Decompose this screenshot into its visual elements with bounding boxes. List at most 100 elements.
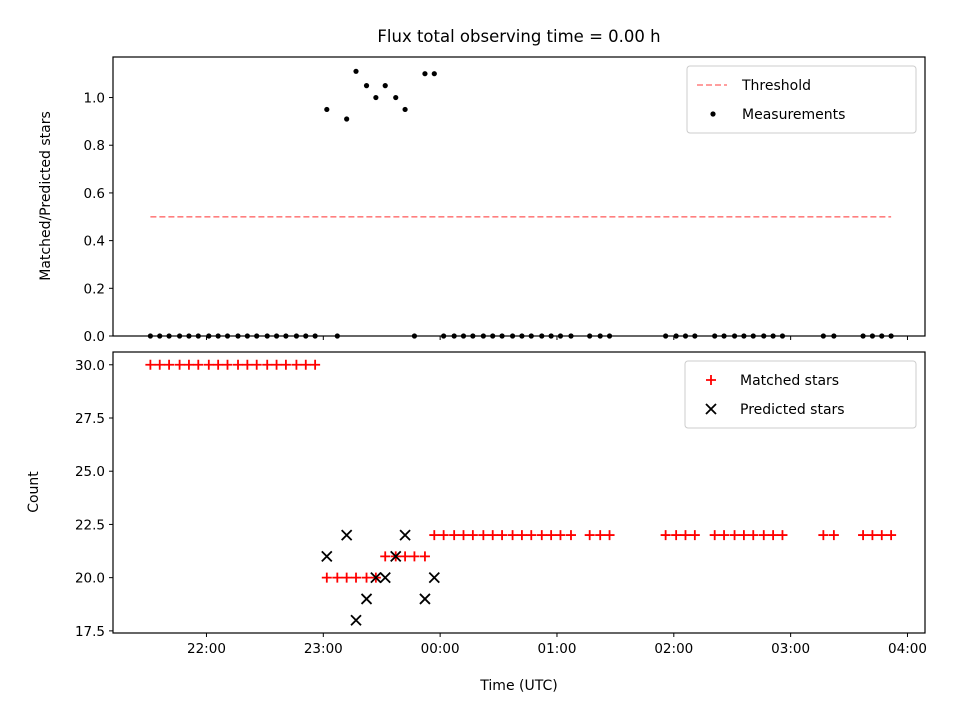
- bottom-legend-box: [684, 360, 917, 429]
- bottom-panel: Count Time (UTC) Matched stars Predicted …: [26, 351, 927, 694]
- measurement-point: [195, 333, 201, 339]
- measurement-point: [820, 333, 826, 339]
- measurement-point: [402, 106, 408, 113]
- legend-label: Threshold: [741, 78, 811, 94]
- measurement-point: [224, 333, 231, 339]
- matched-star-point: [251, 359, 262, 370]
- matched-star-point: [487, 530, 498, 541]
- measurement-point: [441, 333, 447, 339]
- figure-title: Flux total observing time = 0.00 h: [377, 27, 660, 46]
- matched-star-point: [429, 530, 440, 541]
- legend-label: Matched stars: [740, 373, 839, 389]
- matched-star-point: [203, 359, 214, 370]
- measurement-point: [587, 333, 593, 339]
- matched-star-point: [729, 530, 740, 541]
- measurement-point: [557, 333, 564, 339]
- matched-star-point: [595, 530, 606, 541]
- measurement-point: [499, 333, 505, 339]
- predicted-star-point: [321, 550, 333, 563]
- matched-star-point: [233, 359, 244, 370]
- x-tick-label: 02:00: [654, 641, 693, 657]
- top-y-tick-label: 0.6: [84, 186, 105, 202]
- matched-star-point: [758, 530, 769, 541]
- predicted-star-point: [428, 572, 440, 584]
- bottom-plot-area: [112, 351, 926, 634]
- measurement-point: [206, 333, 212, 339]
- matched-star-point: [193, 359, 204, 370]
- bottom-legend: Matched stars Predicted stars: [684, 360, 917, 429]
- measurement-point: [741, 333, 747, 339]
- measurement-point: [451, 333, 457, 339]
- measurement-point: [509, 333, 516, 339]
- matched-star-point: [565, 530, 576, 541]
- matched-star-point: [886, 530, 897, 541]
- measurement-point: [770, 333, 776, 339]
- matched-star-point: [380, 551, 391, 562]
- predicted-star-point: [370, 572, 382, 584]
- matched-star-point: [604, 530, 615, 541]
- matched-star-point: [777, 530, 788, 541]
- matched-star-point: [828, 530, 839, 541]
- measurement-point: [334, 333, 340, 339]
- matched-star-point: [555, 530, 566, 541]
- matched-star-point: [467, 530, 478, 541]
- measurement-point: [779, 333, 786, 339]
- matched-star-point: [280, 359, 291, 370]
- measurement-point: [393, 94, 399, 101]
- measurement-point: [663, 333, 669, 339]
- legend-label: Measurements: [742, 107, 845, 123]
- matched-star-point: [310, 359, 321, 370]
- measurement-point: [422, 71, 428, 77]
- bottom-y-tick-label: 25.0: [75, 464, 105, 480]
- measurement-point: [235, 333, 241, 339]
- matched-star-point: [507, 530, 518, 541]
- legend-predicted-swatch: [705, 403, 717, 415]
- matched-star-point: [748, 530, 759, 541]
- measurement-point: [353, 68, 359, 74]
- matched-star-point: [145, 359, 156, 370]
- measurement-point: [519, 333, 525, 339]
- matched-star-point: [271, 359, 282, 370]
- measurement-point: [597, 333, 603, 339]
- matched-star-point: [409, 551, 420, 562]
- matched-star-point: [400, 551, 411, 562]
- measurement-point: [264, 333, 270, 339]
- top-legend-box: [686, 65, 917, 134]
- matched-star-point: [449, 530, 460, 541]
- matched-star-point: [867, 530, 878, 541]
- bottom-y-tick-label: 22.5: [75, 517, 105, 533]
- matched-star-point: [546, 530, 557, 541]
- matched-star-point: [719, 530, 730, 541]
- matched-star-point: [222, 359, 233, 370]
- matched-star-point: [341, 572, 352, 583]
- x-axis-label: Time (UTC): [479, 678, 557, 694]
- matched-star-point: [709, 530, 720, 541]
- measurement-point: [312, 333, 318, 339]
- matched-star-point: [291, 359, 302, 370]
- predicted-star-point: [379, 572, 391, 584]
- matched-star-point: [876, 530, 887, 541]
- matched-star-point: [164, 359, 175, 370]
- matched-star-point: [478, 530, 489, 541]
- matched-star-point: [262, 359, 273, 370]
- top-legend: Threshold Measurements: [686, 65, 917, 134]
- matched-star-point: [332, 572, 343, 583]
- matched-star-point: [361, 572, 372, 583]
- measurement-point: [673, 333, 679, 339]
- measurement-point: [692, 333, 698, 339]
- measurement-point: [166, 333, 172, 339]
- bottom-y-tick-label: 20.0: [75, 571, 105, 587]
- bottom-y-tick-label: 30.0: [75, 358, 105, 374]
- measurement-point: [750, 333, 756, 339]
- measurement-point: [460, 333, 467, 339]
- predicted-star-point: [399, 529, 411, 541]
- measurement-point: [215, 333, 221, 339]
- matched-star-point: [516, 530, 527, 541]
- matched-star-point: [660, 530, 671, 541]
- top-y-tick-label: 0.0: [84, 329, 105, 345]
- matched-star-point: [536, 530, 547, 541]
- measurement-point: [254, 333, 260, 339]
- predicted-star-point: [390, 550, 402, 563]
- matched-star-point: [242, 359, 253, 370]
